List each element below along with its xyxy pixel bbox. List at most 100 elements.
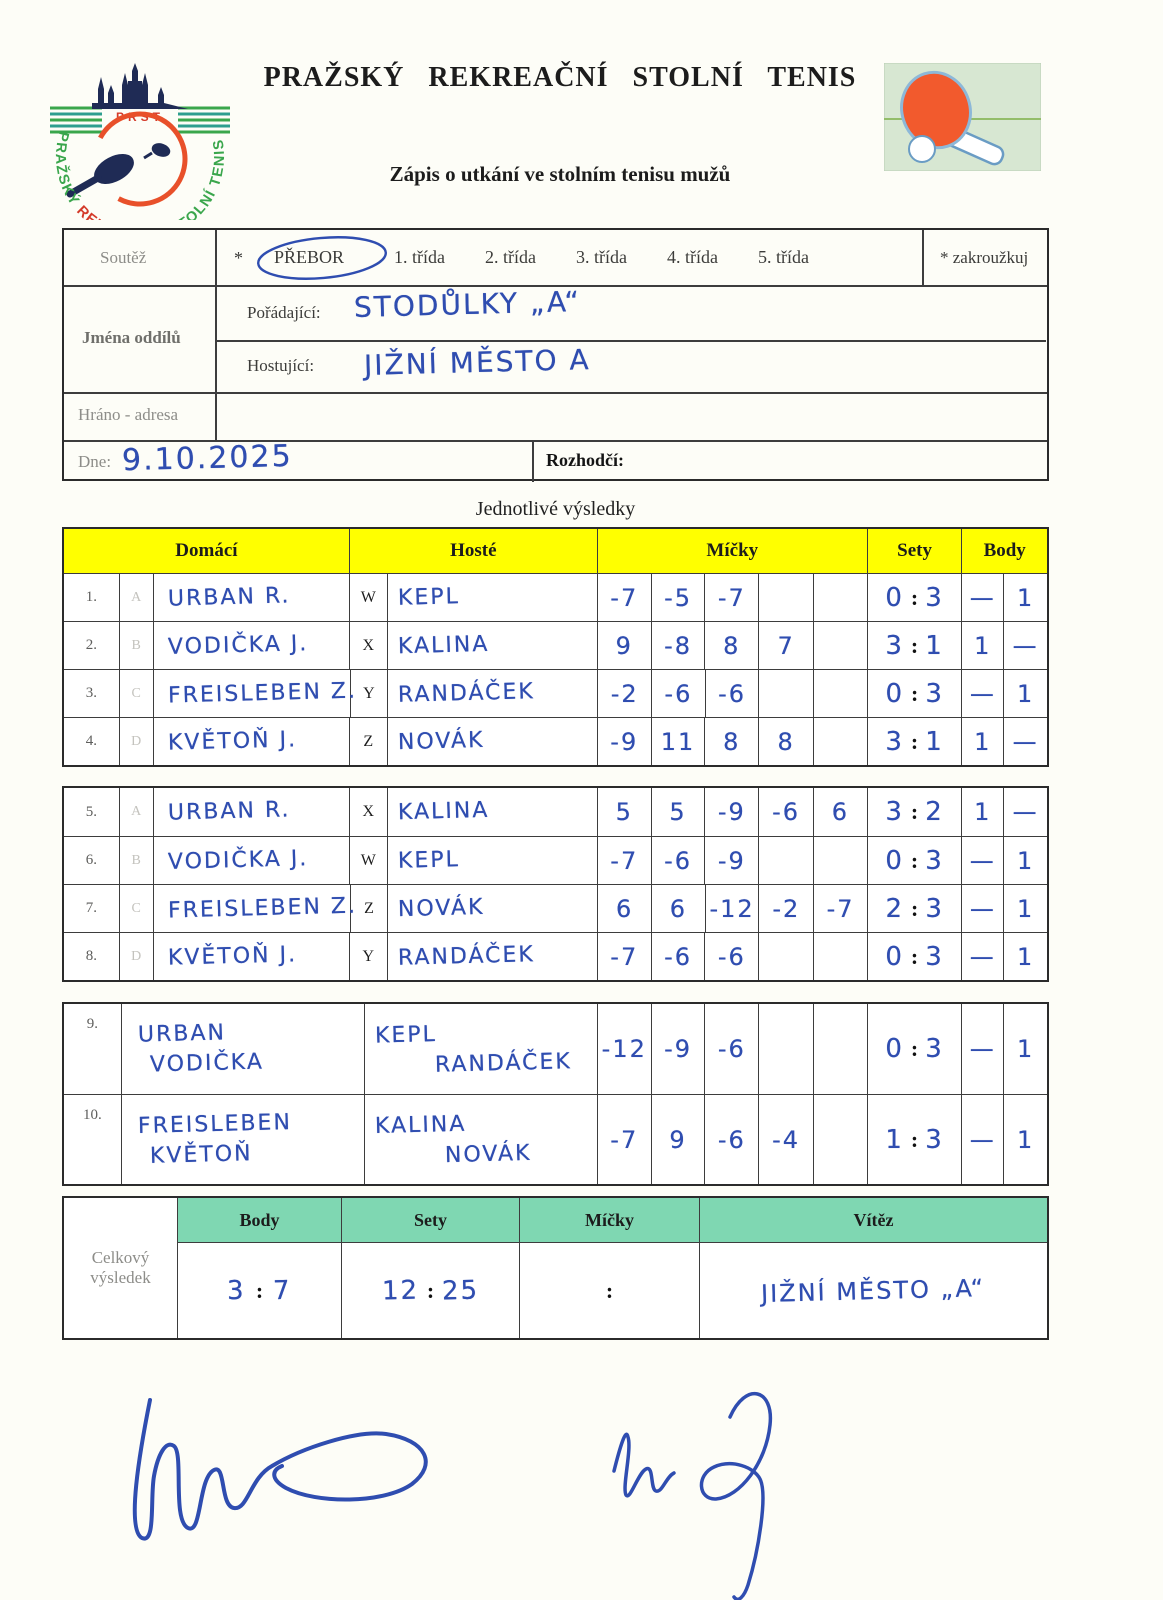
sets-cell: 0 : 3 [868, 574, 963, 621]
circle-instruction: * zakroužkuj [940, 248, 1029, 267]
guest-player-name-2: NOVÁK [444, 1140, 532, 1168]
competition-option: 4. třída [667, 247, 718, 267]
sets-guest: 3 [925, 893, 944, 924]
sets-cell: 3 : 1 [868, 718, 963, 765]
home-letter: A [120, 574, 154, 621]
column-header-balls: Míčky [597, 529, 868, 573]
sets-home: 0 [885, 845, 904, 876]
home-player-name-2: KVĚTOŇ [149, 1140, 253, 1169]
summary-sets: 12 : 25 [342, 1243, 520, 1338]
sets-colon: : [910, 1036, 919, 1061]
balls-set4: 7 [777, 631, 795, 660]
points-home: — [969, 846, 996, 875]
balls-set3: 8 [723, 631, 741, 660]
sets-colon: : [910, 728, 919, 754]
guest-player-name: KEPL [397, 846, 460, 874]
big-paddle-icon [66, 154, 134, 198]
match-info-table: Soutěž * PŘEBOR 1. třída 2. třída 3. tří… [62, 228, 1049, 482]
match-number: 7. [64, 885, 120, 932]
summary-header-balls: Míčky [520, 1198, 700, 1242]
balls-set1: -7 [610, 583, 639, 612]
home-letter: C [120, 670, 154, 717]
home-player-name: VODIČKA J. [167, 630, 309, 660]
column-header-guest: Hosté [349, 529, 598, 573]
sets-colon: : [910, 584, 919, 610]
sets-colon: : [910, 1126, 919, 1152]
points-guest: 1 [1016, 583, 1035, 612]
sets-guest: 3 [925, 1034, 944, 1064]
balls-set4: 8 [777, 727, 795, 756]
balls-set2: -9 [664, 1035, 693, 1063]
paddle-photo [884, 63, 1041, 171]
summary-table: Celkový výsledek Body Sety Míčky Vítěz 3… [62, 1196, 1049, 1340]
sets-cell: 1 : 3 [868, 1095, 963, 1184]
points-home: 1 [974, 798, 992, 826]
guest-player-name: KALINA [397, 631, 490, 659]
points-guest: 1 [1016, 679, 1035, 708]
points-home: — [969, 1035, 996, 1063]
points-guest: 1 [1016, 1035, 1035, 1063]
sets-guest: 3 [925, 941, 944, 972]
summary-header-winner: Vítěz [700, 1198, 1047, 1242]
balls-set4: -6 [772, 798, 801, 826]
visitor-value: JIŽNÍ MĚSTO A [363, 343, 592, 382]
balls-set2: 9 [669, 1125, 687, 1154]
column-header-points: Body [962, 529, 1048, 573]
results-table-singles-1: Domácí Hosté Míčky Sety Body 1. A URBAN … [62, 527, 1049, 767]
guest-player-name-1: KALINA [374, 1111, 467, 1139]
sets-guest: 3 [925, 845, 944, 876]
sets-home: 3 [885, 726, 904, 757]
sets-home: 0 [885, 678, 904, 709]
sets-home: 3 [885, 630, 904, 661]
points-home: — [969, 894, 996, 923]
guest-code: W [350, 574, 388, 621]
match-number: 2. [64, 622, 120, 669]
organizer-label: Pořádající: [247, 303, 321, 322]
guest-player-name-2: RANDÁČEK [434, 1049, 572, 1078]
balls-set3: -12 [709, 894, 755, 923]
points-home: — [969, 942, 996, 971]
sets-home: 3 [885, 797, 904, 827]
paddle-icon [900, 70, 1005, 166]
match-number: 5. [64, 788, 120, 836]
home-letter: A [120, 788, 154, 836]
home-player-name: KVĚTOŇ J. [167, 941, 297, 971]
balls-set3: -9 [717, 846, 746, 875]
home-player-name-1: URBAN [137, 1020, 227, 1048]
guest-code: Y [351, 670, 389, 717]
competition-option: 1. třída [394, 247, 445, 267]
home-player-name: URBAN R. [167, 797, 291, 826]
balls-set3: -6 [718, 679, 747, 708]
sets-cell: 0 : 3 [868, 837, 963, 884]
sets-colon: : [910, 632, 919, 658]
balls-set3: -6 [717, 1125, 746, 1154]
balls-set1: -7 [610, 1125, 639, 1154]
guest-code: W [350, 837, 388, 884]
results-section-title: Jednotlivé výsledky [475, 498, 636, 520]
home-player-name-2: VODIČKA [149, 1049, 264, 1078]
sets-guest: 1 [925, 726, 944, 757]
page-subtitle: Zápis o utkání ve stolním tenisu mužů [389, 162, 731, 186]
points-home: — [969, 1125, 996, 1154]
match-number: 6. [64, 837, 120, 884]
column-header-sets: Sety [867, 529, 963, 573]
ball-icon [908, 135, 936, 163]
points-home: 1 [974, 727, 992, 756]
sets-home: 1 [885, 1124, 904, 1155]
balls-set1: 6 [616, 894, 634, 923]
home-player-name: VODIČKA J. [167, 845, 309, 875]
summary-sets-colon: : [426, 1277, 435, 1303]
summary-winner: JIŽNÍ MĚSTO „A“ [700, 1243, 1047, 1338]
balls-set2: -6 [664, 942, 692, 971]
results-table-doubles: 9. URBAN VODIČKA KEPL RANDÁČEK -12 -9 -6… [62, 1002, 1049, 1186]
balls-set1: 9 [615, 631, 633, 660]
summary-header-row: Body Sety Míčky Vítěz [178, 1198, 1047, 1242]
balls-set2: -8 [664, 631, 692, 660]
home-letter: C [120, 885, 154, 932]
match-row-9: 9. URBAN VODIČKA KEPL RANDÁČEK -12 -9 -6… [64, 1004, 1047, 1094]
column-header-home: Domácí [64, 529, 350, 573]
balls-set3: -9 [717, 798, 746, 826]
home-player-name: URBAN R. [167, 582, 291, 612]
results-table-singles-2: 5. A URBAN R. X KALINA 5 5 -9 -6 6 3 : 2… [62, 786, 1049, 982]
